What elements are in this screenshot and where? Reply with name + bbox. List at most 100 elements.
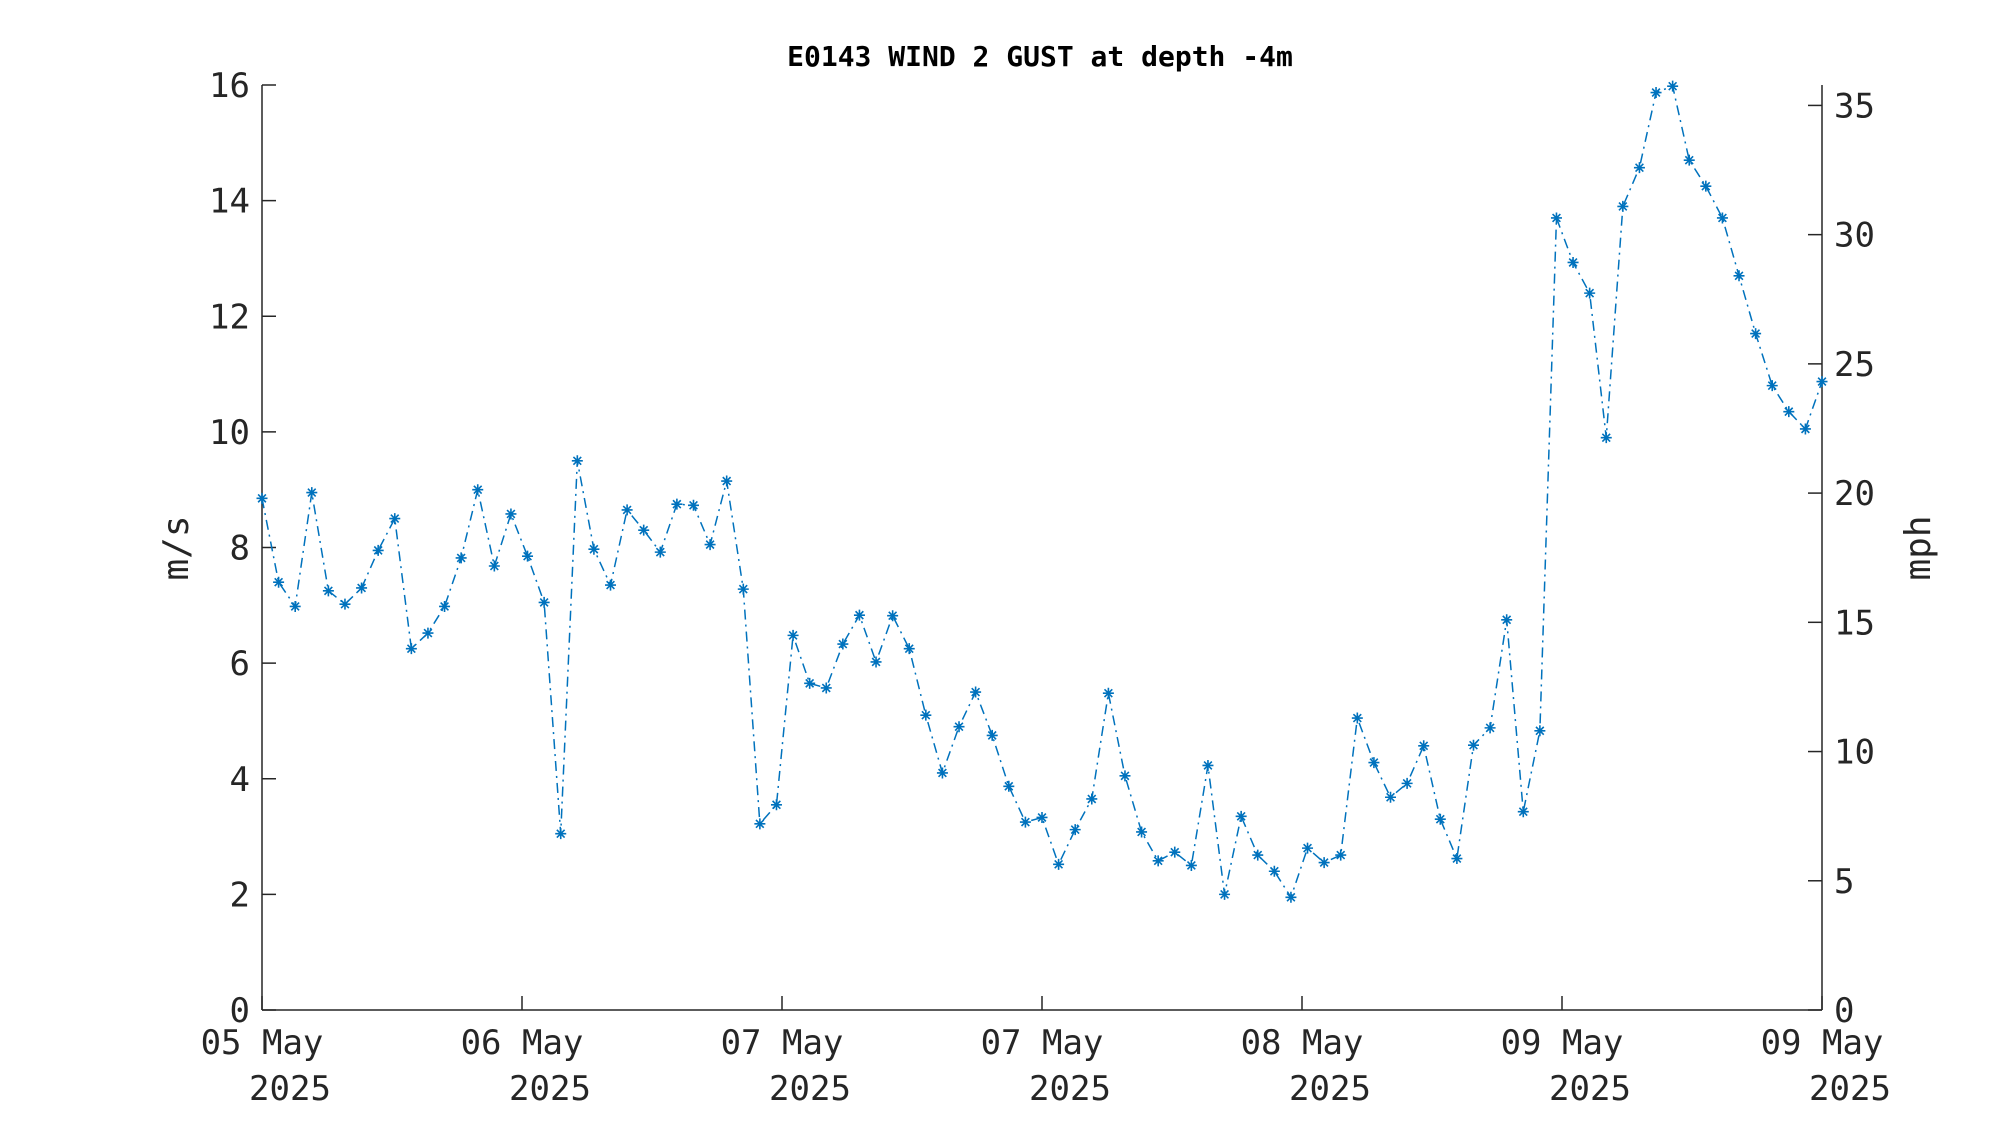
y-tick-label: 12	[209, 297, 250, 337]
data-point	[1418, 740, 1430, 752]
data-point	[289, 600, 301, 612]
data-point	[1202, 759, 1214, 771]
x-tick-label-year: 2025	[1029, 1069, 1111, 1109]
x-tick-label-date: 09 May	[1761, 1023, 1884, 1063]
data-point	[372, 544, 384, 556]
data-point	[538, 596, 550, 608]
data-point	[687, 499, 699, 511]
data-point	[804, 677, 816, 689]
axes	[261, 85, 1823, 1011]
data-point	[1119, 770, 1131, 782]
data-point	[903, 643, 915, 655]
data-point	[1086, 793, 1098, 805]
y2-tick-label: 25	[1834, 345, 1875, 385]
data-point	[920, 709, 932, 721]
data-point	[1169, 846, 1181, 858]
chart-title: E0143 WIND 2 GUST at depth -4m	[787, 40, 1293, 73]
data-point	[820, 682, 832, 694]
right-y-axis: 0 5 10 15 20 25 30 35	[1808, 86, 1875, 1031]
y-tick-label: 16	[209, 66, 250, 106]
data-point	[1252, 849, 1264, 861]
data-point	[306, 487, 318, 499]
data-point	[721, 475, 733, 487]
data-point	[1003, 780, 1015, 792]
data-point	[1716, 212, 1728, 224]
data-point	[1484, 722, 1496, 734]
data-point	[671, 498, 683, 510]
data-point	[1185, 859, 1197, 871]
x-tick-label-date: 05 May	[201, 1023, 324, 1063]
x-tick-label-date: 07 May	[721, 1023, 844, 1063]
data-point	[1683, 154, 1695, 166]
data-point	[1368, 757, 1380, 769]
y-tick-label: 2	[230, 875, 250, 915]
y-tick-label: 6	[230, 644, 250, 684]
data-point	[1501, 614, 1513, 626]
data-point	[488, 560, 500, 572]
data-point	[1152, 855, 1164, 867]
data-point	[1036, 811, 1048, 823]
data-point	[273, 576, 285, 588]
data-point	[887, 610, 899, 622]
data-point	[1617, 200, 1629, 212]
data-point	[1633, 162, 1645, 174]
data-point	[405, 643, 417, 655]
data-point	[1534, 725, 1546, 737]
data-point	[1401, 777, 1413, 789]
data-point	[322, 585, 334, 597]
left-y-axis: 0 2 4 6 8 10 12 14 16	[209, 66, 276, 1031]
y2-tick-label: 0	[1834, 991, 1854, 1031]
data-point	[339, 598, 351, 610]
data-point	[1069, 824, 1081, 836]
data-point	[356, 582, 368, 594]
data-point	[1766, 380, 1778, 392]
data-point	[555, 828, 567, 840]
data-point	[522, 550, 534, 562]
y2-tick-label: 15	[1834, 603, 1875, 643]
data-point	[605, 579, 617, 591]
y2-tick-label: 5	[1834, 862, 1854, 902]
x-tick-label-date: 08 May	[1241, 1023, 1364, 1063]
data-point	[1351, 712, 1363, 724]
data-point	[472, 484, 484, 496]
y2-tick-label: 30	[1834, 216, 1875, 256]
data-point	[1600, 432, 1612, 444]
y-tick-label: 14	[209, 182, 250, 222]
data-point	[986, 729, 998, 741]
data-point	[853, 609, 865, 621]
series-line	[261, 85, 1823, 899]
data-point	[588, 543, 600, 555]
data-point	[1783, 406, 1795, 418]
data-point	[1235, 810, 1247, 822]
data-point	[1434, 813, 1446, 825]
data-point	[1385, 791, 1397, 803]
y-tick-label: 8	[230, 529, 250, 569]
series-group	[256, 80, 1828, 903]
y-tick-label: 4	[230, 760, 250, 800]
x-tick-label-year: 2025	[1549, 1069, 1631, 1109]
data-point	[1019, 816, 1031, 828]
data-point	[654, 546, 666, 558]
data-point	[1733, 270, 1745, 282]
data-point	[1700, 180, 1712, 192]
data-point	[737, 583, 749, 595]
data-point	[389, 513, 401, 525]
data-point	[1584, 287, 1596, 299]
y2-axis-label: mph	[1898, 515, 1939, 580]
y2-tick-label: 35	[1834, 86, 1875, 126]
data-point	[1816, 376, 1828, 388]
x-axis: 05 May 2025 06 May 2025 07 May 2025 07 May 2025…	[201, 996, 1891, 1109]
data-point	[256, 492, 268, 504]
data-point	[1302, 842, 1314, 854]
data-point	[1750, 328, 1762, 340]
data-point	[1799, 423, 1811, 435]
data-point	[1136, 826, 1148, 838]
data-point	[953, 721, 965, 733]
data-point	[1667, 80, 1679, 92]
x-tick-label-date: 07 May	[981, 1023, 1104, 1063]
data-point	[1318, 857, 1330, 869]
y2-tick-label: 10	[1834, 733, 1875, 773]
data-point	[870, 656, 882, 668]
y-tick-label: 0	[230, 991, 250, 1031]
x-tick-label-year: 2025	[1809, 1069, 1891, 1109]
